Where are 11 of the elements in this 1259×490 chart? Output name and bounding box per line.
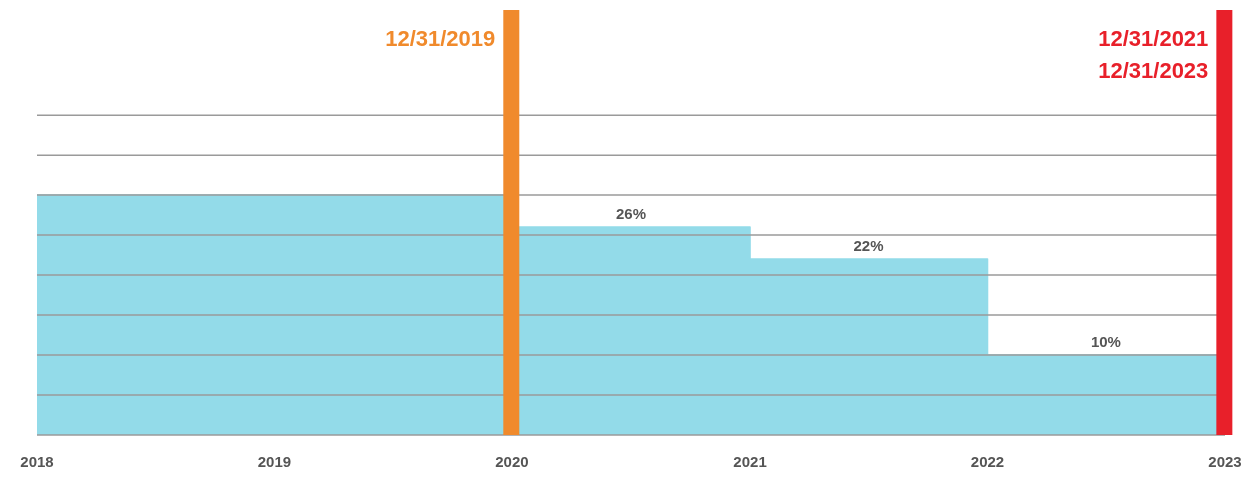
data-label: 26% bbox=[615, 205, 647, 223]
x-tick-label: 2023 bbox=[1208, 453, 1242, 470]
x-tick-label: 2022 bbox=[970, 453, 1005, 470]
ref-line-label: 12/31/2019 bbox=[385, 26, 496, 51]
data-label: 22% bbox=[853, 237, 884, 255]
data-label: 10% bbox=[1090, 333, 1121, 351]
x-tick-label: 2018 bbox=[20, 453, 54, 470]
ref-line-label: 12/31/2021 12/31/2023 bbox=[1098, 26, 1209, 83]
x-tick-label: 2021 bbox=[733, 453, 767, 470]
x-tick-label: 2019 bbox=[257, 453, 292, 470]
x-tick-label: 2020 bbox=[495, 453, 529, 470]
